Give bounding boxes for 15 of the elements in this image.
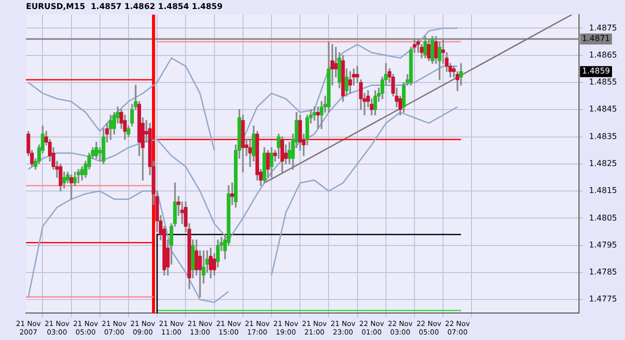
y-tick-label: 1.4855 [589,78,618,87]
y-tick-label: 1.4795 [589,240,618,250]
candlestick [248,139,252,167]
chart-title: EURUSD,M15 1.4857 1.4862 1.4854 1.4859 [26,2,223,11]
y-tick-label: 1.4875 [589,23,618,32]
y-tick-label: 1.4805 [589,213,618,222]
y-tick-label: 1.4865 [589,50,618,60]
y-tick-label: 1.4845 [589,104,618,114]
y-tick-label: 1.4785 [589,268,618,277]
y-tick-label: 1.4825 [589,158,618,168]
y-tick-label: 1.4815 [589,186,618,196]
text: 1.4859 [582,66,610,76]
y-tick-label: 1.4775 [589,294,618,304]
ref-line-label: 1.4871 [582,34,610,44]
y-tick-label: 1.4835 [589,132,618,141]
